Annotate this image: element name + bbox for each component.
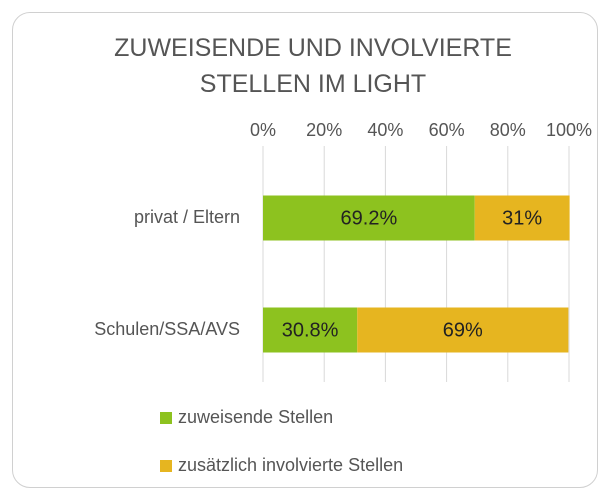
data-label: 69%	[443, 319, 483, 341]
legend-label: zusätzlich involvierte Stellen	[178, 455, 403, 475]
bar-segment	[263, 195, 475, 241]
x-tick-label: 100%	[546, 120, 592, 140]
bar-segment	[474, 195, 570, 241]
data-label: 30.8%	[282, 319, 339, 341]
x-tick-label: 0%	[250, 120, 276, 140]
legend-swatch	[160, 460, 172, 472]
legend-label: zuweisende Stellen	[178, 407, 333, 427]
bar-segment	[357, 307, 569, 353]
y-tick-label: privat / Eltern	[134, 207, 240, 227]
legend-swatch	[160, 412, 172, 424]
chart-title: ZUWEISENDE UND INVOLVIERTE STELLEN IM LI…	[114, 34, 512, 98]
data-label: 31%	[502, 207, 542, 229]
x-tick-label: 40%	[367, 120, 403, 140]
y-tick-label: Schulen/SSA/AVS	[94, 319, 240, 339]
data-label: 69.2%	[341, 207, 398, 229]
x-tick-label: 20%	[306, 120, 342, 140]
bar-segment	[263, 307, 358, 353]
x-tick-label: 60%	[429, 120, 465, 140]
x-tick-label: 80%	[490, 120, 526, 140]
chart-card	[12, 12, 598, 488]
